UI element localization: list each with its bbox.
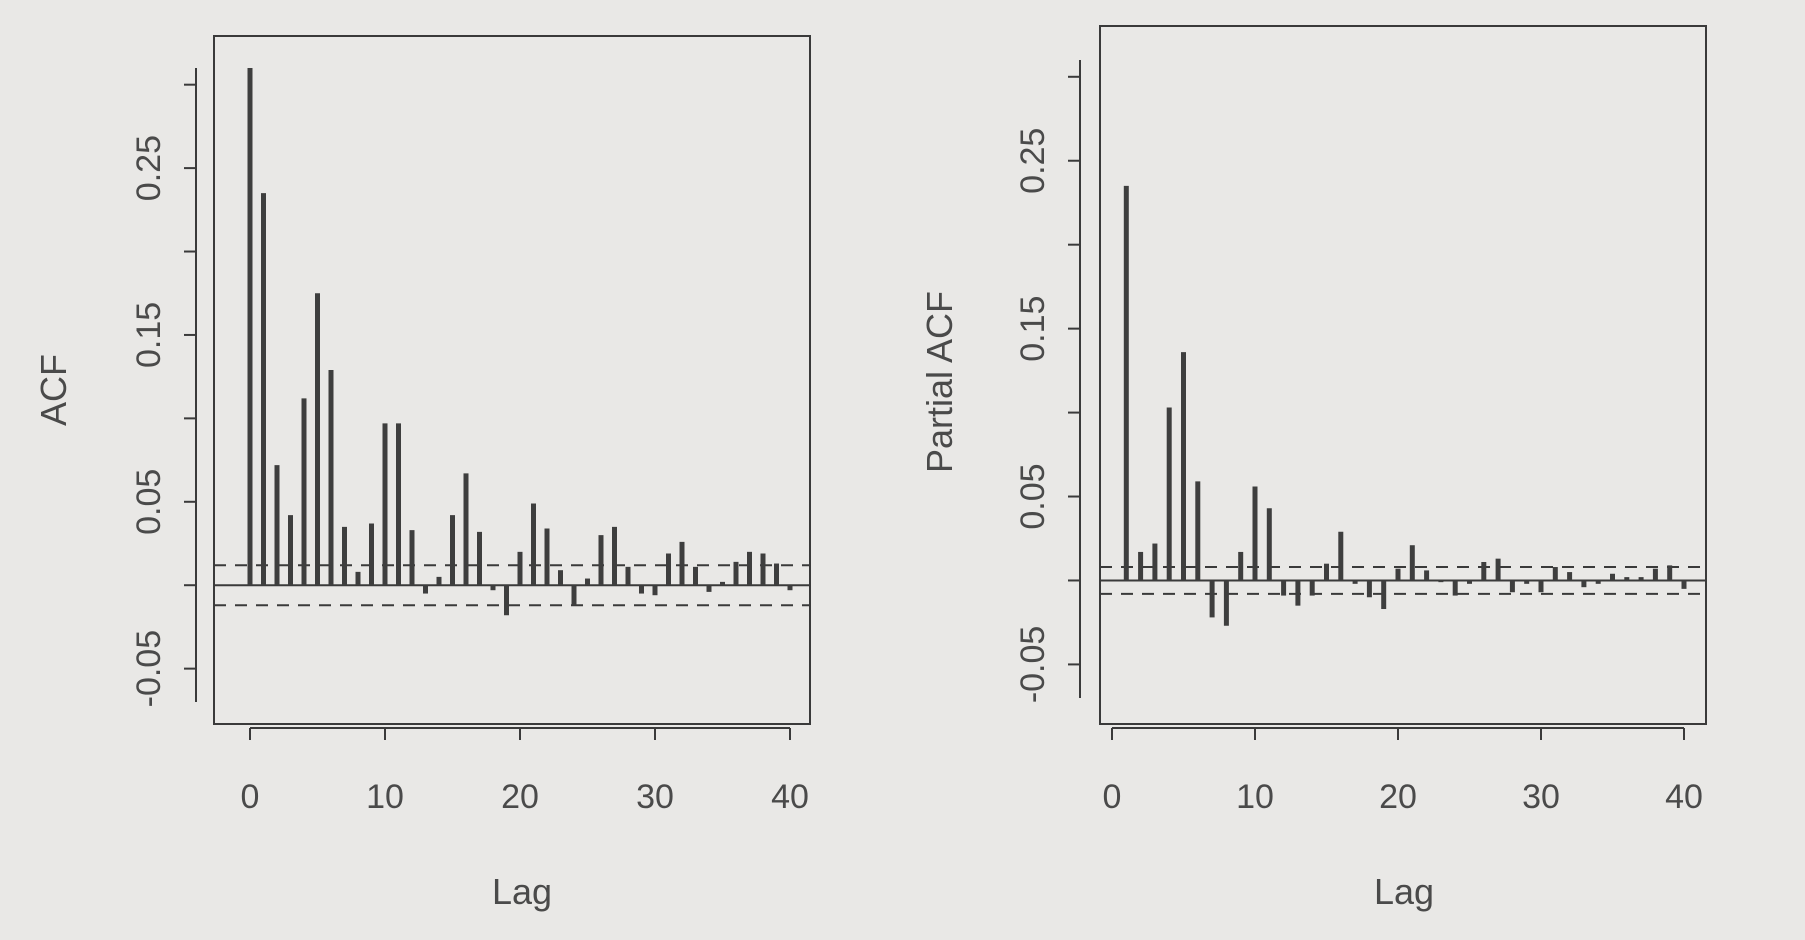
acf-plot-frame	[213, 35, 811, 725]
acf-x-tick-label: 0	[241, 778, 260, 816]
acf-x-tick-label: 40	[771, 778, 809, 816]
pacf-y-axis-label: Partial ACF	[919, 291, 960, 473]
pacf-y-tick-label: 0.05	[1014, 463, 1052, 529]
acf-x-axis-label: Lag	[492, 871, 552, 912]
acf-y-axis-label: ACF	[33, 354, 74, 426]
pacf-x-tick-label: 30	[1522, 778, 1560, 816]
pacf-x-tick-label: 10	[1236, 778, 1274, 816]
pacf-panel: Partial ACF Lag 0 10 20 30 40 -0.05 0.05 0.15 0.…	[919, 25, 1707, 912]
pacf-y-tick-label: 0.15	[1014, 296, 1052, 362]
acf-x-tick-label: 30	[636, 778, 674, 816]
acf-panel: ACF Lag 0 10 20 30 40 -0.05 0.05 0.15 0.25	[33, 35, 811, 912]
pacf-x-tick-label: 40	[1665, 778, 1703, 816]
acf-y-tick-label: -0.05	[130, 630, 168, 708]
pacf-y-tick-label: 0.25	[1014, 128, 1052, 194]
pacf-x-tick-label: 0	[1103, 778, 1122, 816]
acf-y-tick-label: 0.15	[130, 302, 168, 368]
acf-y-tick-label: 0.05	[130, 469, 168, 535]
pacf-plot-frame	[1099, 25, 1707, 725]
pacf-x-tick-label: 20	[1379, 778, 1417, 816]
acf-x-tick-label: 20	[501, 778, 539, 816]
pacf-y-tick-label: -0.05	[1014, 626, 1052, 704]
pacf-x-axis-label: Lag	[1374, 871, 1434, 912]
acf-x-tick-label: 10	[366, 778, 404, 816]
acf-y-tick-label: 0.25	[130, 135, 168, 201]
